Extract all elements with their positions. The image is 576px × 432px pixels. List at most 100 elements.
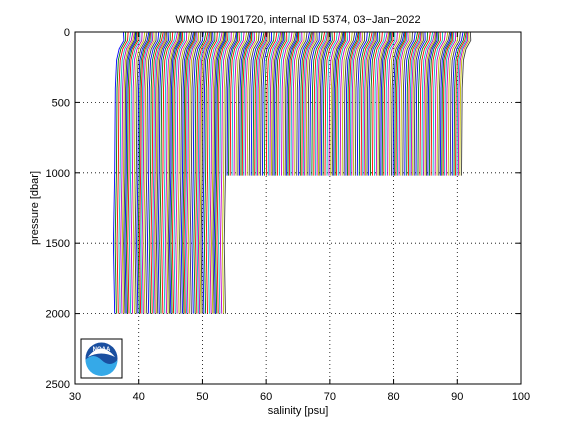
profile-line [404, 32, 416, 176]
profile-line [163, 32, 176, 314]
plot-area [75, 32, 521, 384]
profile-line [423, 32, 436, 176]
profile-line [326, 32, 338, 176]
profile-line [141, 32, 154, 314]
profile-line [299, 32, 312, 176]
profile-line [439, 32, 452, 176]
profile-line [313, 32, 326, 176]
profile-line [428, 32, 440, 176]
profile-line [258, 32, 269, 176]
profile-line [177, 32, 190, 314]
profile-line [322, 32, 333, 176]
profile-line [127, 32, 139, 314]
profile-line [173, 32, 185, 314]
profile-line [169, 32, 181, 314]
profile-line [432, 32, 444, 176]
profile-line [406, 32, 419, 176]
profile-line [360, 32, 373, 176]
profile-line [189, 32, 202, 314]
profile-line [116, 32, 129, 314]
profile-line [301, 32, 313, 176]
profile-line [244, 32, 256, 176]
profile-line [286, 32, 298, 176]
profile-line [216, 32, 228, 314]
profile-line [402, 32, 413, 176]
profile-line [409, 32, 421, 176]
profile-line [413, 32, 424, 176]
profile-line [394, 32, 406, 176]
profile-line [279, 32, 290, 176]
profile-line [275, 32, 286, 176]
profile-line [315, 32, 327, 176]
y-tick-label: 2000 [46, 309, 70, 321]
profile-line [426, 32, 437, 176]
y-tick-label: 2500 [46, 379, 70, 391]
profile-line [334, 32, 345, 176]
x-tick-label: 90 [451, 391, 463, 403]
profile-line [235, 32, 248, 176]
profile-line [195, 32, 209, 314]
profile-line [337, 32, 348, 176]
profile-line [213, 32, 226, 314]
profile-line [436, 32, 449, 176]
profile-line [243, 32, 254, 176]
profile-line [449, 32, 461, 176]
profile-line [348, 32, 360, 176]
profile-line [148, 32, 162, 314]
profile-line [302, 32, 314, 176]
profile-line [341, 32, 353, 176]
profile-line [273, 32, 284, 176]
plot-frame [74, 31, 522, 385]
profile-line [196, 32, 210, 314]
profile-line [202, 32, 214, 314]
profile-line [254, 32, 267, 176]
profile-line [231, 32, 242, 176]
profile-line [138, 32, 152, 314]
profile-line [137, 32, 151, 314]
profile-line [200, 32, 213, 314]
profile-line [362, 32, 374, 176]
profile-line [320, 32, 332, 176]
profile-line [353, 32, 364, 176]
profile-line [309, 32, 320, 176]
profile-line [377, 32, 390, 176]
profile-line [396, 32, 408, 176]
profile-line [228, 32, 239, 176]
profile-line [120, 32, 134, 314]
profile-line [421, 32, 434, 176]
profile-line [223, 32, 237, 314]
logo-wave [85, 356, 118, 376]
profile-line [212, 32, 225, 314]
profile-line [143, 32, 155, 314]
profile-line [290, 32, 301, 176]
profile-line [205, 32, 218, 314]
profile-line [166, 32, 180, 314]
profile-line [368, 32, 379, 176]
profile-line [451, 32, 464, 176]
profile-line [445, 32, 457, 176]
profile-line [442, 32, 453, 176]
profile-line [307, 32, 318, 176]
y-tick-label: 0 [64, 27, 70, 39]
profile-line [461, 32, 472, 176]
profile-line [288, 32, 300, 176]
y-tick-label: 500 [52, 97, 70, 109]
profile-line [241, 32, 253, 176]
profile-line [415, 32, 426, 176]
profile-line [123, 32, 136, 314]
profile-line [427, 32, 438, 176]
profile-line [333, 32, 345, 176]
profile-line [385, 32, 396, 176]
profile-line [252, 32, 265, 176]
profile-line [191, 32, 204, 314]
profile-line [372, 32, 383, 176]
profile-line [118, 32, 132, 314]
profile-line [380, 32, 391, 176]
profile-line [365, 32, 376, 176]
profile-line [292, 32, 303, 176]
x-tick-label: 30 [69, 391, 81, 403]
profile-line [114, 32, 127, 314]
profile-line [356, 32, 368, 176]
profile-line [150, 32, 164, 314]
profile-line [305, 32, 316, 176]
